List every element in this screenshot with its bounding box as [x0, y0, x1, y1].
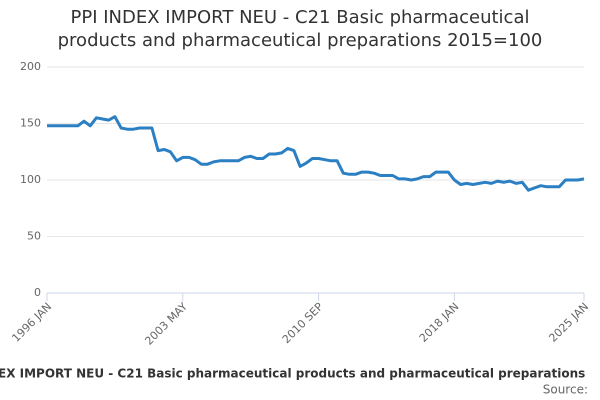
y-tick-label: 100: [20, 173, 41, 186]
y-tick-label: 200: [20, 60, 41, 73]
x-tick-label: 2018 JAN: [417, 300, 462, 345]
y-tick-label: 150: [20, 117, 41, 130]
chart-title: PPI INDEX IMPORT NEU - C21 Basic pharmac…: [57, 7, 543, 51]
y-tick-label: 50: [27, 230, 41, 243]
y-tick-label: 0: [34, 286, 41, 299]
x-axis-title: EX IMPORT NEU - C21 Basic pharmaceutical…: [0, 367, 585, 381]
source: Source:: [543, 383, 588, 397]
x-tick-label: 1996 JAN: [9, 300, 54, 345]
line: [47, 115, 585, 192]
x-tick-label: 2003 MAY: [142, 300, 190, 348]
x-tick-label: 2010 SEP: [280, 300, 326, 346]
x-tick-label: 2025 JAN: [546, 300, 591, 345]
